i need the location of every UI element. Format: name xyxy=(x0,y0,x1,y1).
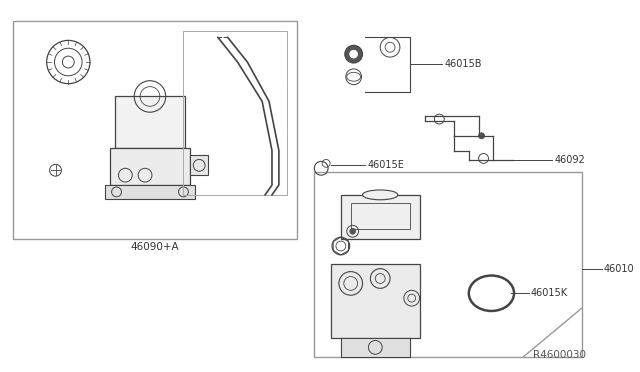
Text: 46015E: 46015E xyxy=(367,160,404,170)
Circle shape xyxy=(479,133,484,139)
Text: R4600030: R4600030 xyxy=(532,350,586,360)
Text: 46015K: 46015K xyxy=(531,288,568,298)
Bar xyxy=(314,172,582,357)
Bar xyxy=(109,148,190,185)
Bar xyxy=(331,264,420,337)
Circle shape xyxy=(349,228,356,234)
Text: 46092: 46092 xyxy=(554,155,585,166)
Bar xyxy=(351,203,410,229)
Bar xyxy=(105,185,195,199)
Bar xyxy=(341,195,420,239)
Text: 46090+A: 46090+A xyxy=(131,242,179,252)
Bar xyxy=(184,31,287,195)
Circle shape xyxy=(345,45,362,63)
Bar xyxy=(13,21,296,239)
Bar xyxy=(341,337,410,357)
Circle shape xyxy=(349,50,358,58)
Ellipse shape xyxy=(362,190,398,200)
Text: 46010: 46010 xyxy=(604,264,634,274)
Bar xyxy=(190,155,208,175)
Text: 46015B: 46015B xyxy=(444,59,482,69)
Bar xyxy=(115,96,186,148)
